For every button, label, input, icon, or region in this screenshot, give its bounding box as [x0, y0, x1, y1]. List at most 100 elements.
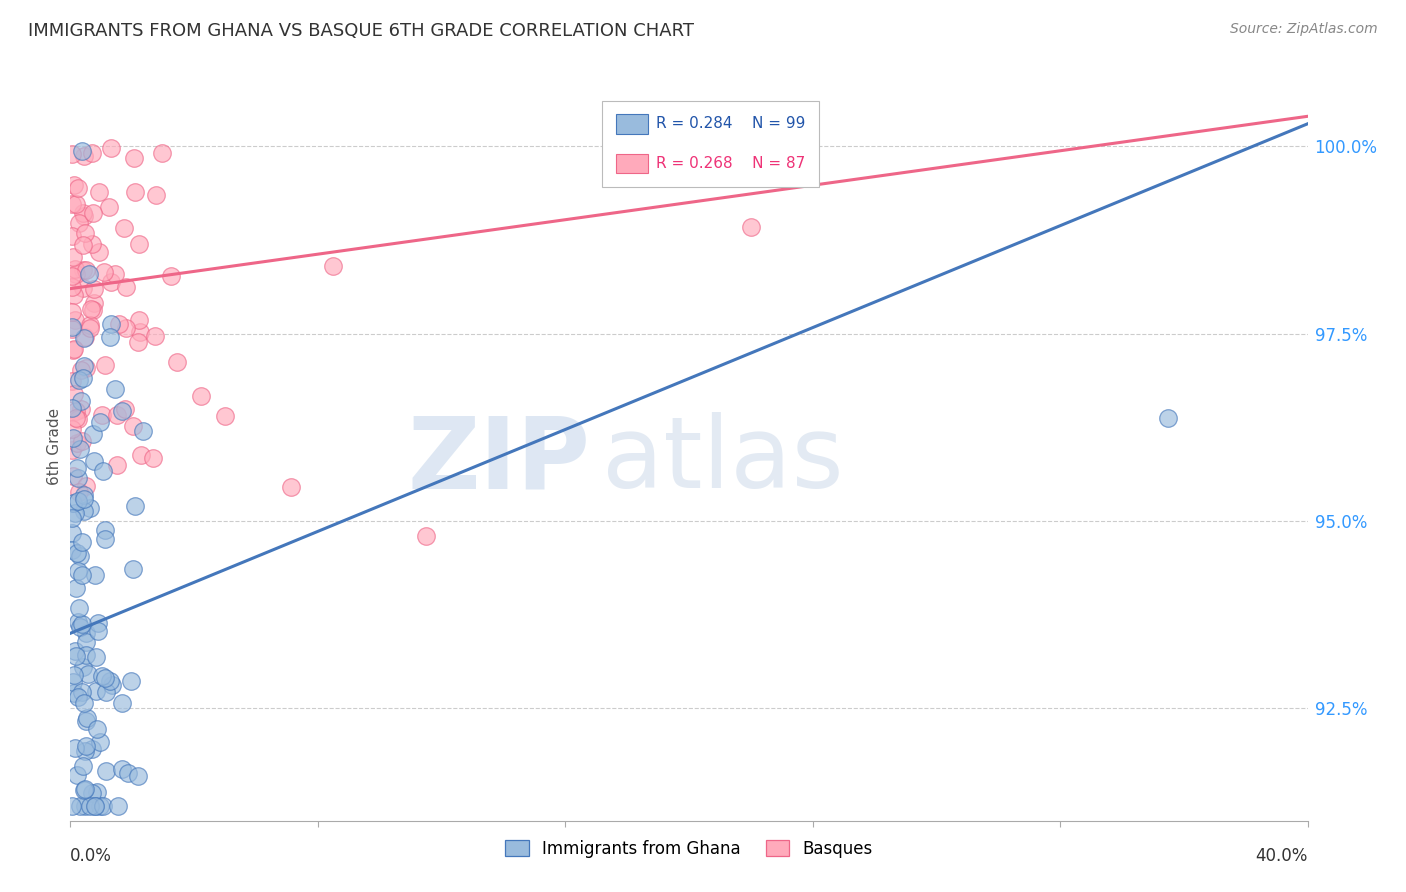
Point	[83, 798, 105, 813]
Point	[69, 394, 91, 409]
Point	[114, 402, 136, 417]
Point	[75, 635, 97, 649]
Point	[80, 236, 103, 251]
FancyBboxPatch shape	[602, 102, 818, 187]
Point	[65, 267, 87, 281]
Point	[89, 735, 111, 749]
Point	[67, 484, 90, 499]
Point	[73, 491, 96, 506]
Point	[62, 675, 84, 690]
Point	[66, 412, 89, 426]
Point	[100, 141, 122, 155]
Point	[105, 458, 128, 472]
Point	[60, 322, 83, 336]
Point	[73, 149, 96, 163]
Point	[94, 671, 117, 685]
Text: atlas: atlas	[602, 412, 844, 509]
Point	[87, 245, 110, 260]
Point	[104, 383, 127, 397]
Point	[84, 568, 107, 582]
Point	[66, 460, 89, 475]
Point	[100, 317, 122, 331]
Point	[70, 363, 93, 377]
Point	[62, 287, 84, 301]
Point	[145, 188, 167, 202]
Point	[67, 600, 90, 615]
Point	[124, 185, 146, 199]
Point	[73, 227, 96, 241]
Point	[89, 798, 111, 813]
Point	[111, 696, 134, 710]
Point	[91, 669, 114, 683]
Point	[60, 525, 83, 540]
Point	[80, 787, 103, 801]
Point	[114, 321, 136, 335]
Point	[91, 798, 114, 813]
Point	[72, 758, 94, 772]
Point	[132, 424, 155, 438]
Point	[66, 181, 89, 195]
Point	[70, 434, 93, 448]
Point	[83, 282, 105, 296]
Point	[72, 685, 94, 699]
Point	[82, 426, 104, 441]
Point	[75, 798, 97, 813]
Point	[75, 263, 97, 277]
Point	[72, 206, 94, 220]
Point	[82, 742, 104, 756]
Point	[124, 500, 146, 514]
Point	[72, 281, 94, 295]
Text: 40.0%: 40.0%	[1256, 847, 1308, 865]
Point	[65, 648, 87, 663]
Point	[80, 301, 103, 316]
Point	[214, 409, 236, 423]
Point	[60, 268, 83, 283]
Point	[70, 535, 93, 549]
Point	[105, 408, 128, 422]
Point	[60, 374, 83, 388]
Point	[108, 317, 131, 331]
Point	[72, 263, 94, 277]
Point	[142, 450, 165, 465]
Point	[166, 355, 188, 369]
Point	[89, 185, 111, 199]
Point	[94, 685, 117, 699]
Point	[65, 197, 87, 211]
Point	[112, 221, 135, 235]
Point	[740, 220, 762, 235]
Point	[72, 660, 94, 674]
Point	[73, 696, 96, 710]
FancyBboxPatch shape	[616, 153, 648, 173]
Point	[73, 782, 96, 797]
Legend: Immigrants from Ghana, Basques: Immigrants from Ghana, Basques	[499, 833, 879, 864]
Point	[66, 471, 89, 485]
Point	[79, 798, 101, 813]
Point	[98, 200, 121, 214]
Point	[82, 303, 104, 318]
Point	[83, 454, 105, 468]
Text: ZIP: ZIP	[408, 412, 591, 509]
Point	[110, 404, 132, 418]
Point	[62, 251, 84, 265]
Point	[79, 318, 101, 333]
Point	[86, 624, 108, 638]
Text: R = 0.284    N = 99: R = 0.284 N = 99	[655, 116, 804, 131]
Point	[70, 145, 93, 159]
Point	[73, 744, 96, 758]
Point	[67, 615, 90, 629]
Point	[72, 371, 94, 385]
Point	[63, 741, 86, 756]
Point	[82, 146, 104, 161]
Point	[62, 495, 84, 509]
Point	[77, 267, 100, 281]
Point	[94, 358, 117, 372]
Point	[98, 330, 121, 344]
Point	[73, 488, 96, 502]
Point	[73, 210, 96, 224]
Point	[143, 329, 166, 343]
Point	[83, 295, 105, 310]
Point	[150, 146, 173, 161]
Point	[65, 261, 87, 276]
Point	[75, 479, 97, 493]
Point	[73, 359, 96, 374]
